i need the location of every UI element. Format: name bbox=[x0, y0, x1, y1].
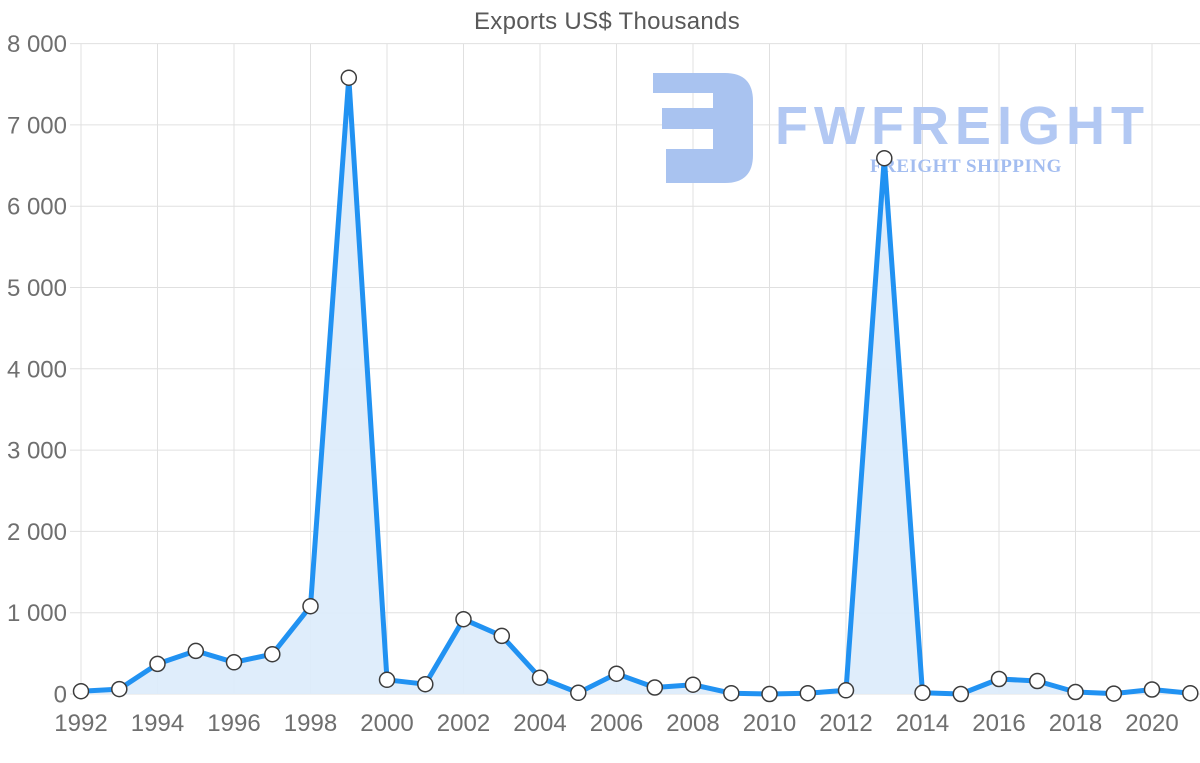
x-tick-label: 1994 bbox=[131, 710, 184, 737]
data-point-marker[interactable] bbox=[723, 684, 740, 702]
x-tick-label: 2020 bbox=[1125, 710, 1178, 737]
x-tick-label: 2004 bbox=[513, 710, 566, 737]
data-point-marker[interactable] bbox=[1029, 672, 1046, 690]
watermark-tagline: FREIGHT SHIPPING bbox=[870, 156, 1062, 177]
data-point-marker[interactable] bbox=[455, 610, 472, 628]
watermark-brand: FWFREIGHT bbox=[775, 96, 1150, 156]
data-point-marker[interactable] bbox=[264, 645, 281, 663]
data-point-marker[interactable] bbox=[149, 655, 166, 673]
x-axis-labels: 1992 1994 1996 1998 2000 2002 2004 2006 2008 2010… bbox=[54, 710, 1178, 737]
y-tick-label: 5 000 bbox=[7, 275, 67, 302]
x-tick-label: 2008 bbox=[666, 710, 719, 737]
data-point-marker[interactable] bbox=[187, 642, 205, 660]
data-point-marker[interactable] bbox=[1067, 683, 1084, 701]
data-point-marker[interactable] bbox=[990, 670, 1008, 688]
y-tick-label: 8 000 bbox=[7, 31, 67, 58]
data-point-marker[interactable] bbox=[799, 684, 817, 702]
x-tick-label: 2018 bbox=[1049, 710, 1102, 737]
data-point-marker[interactable] bbox=[570, 684, 587, 702]
data-point-marker[interactable] bbox=[340, 69, 358, 86]
data-point-marker[interactable] bbox=[378, 671, 396, 689]
data-point-marker[interactable] bbox=[1143, 681, 1161, 698]
data-point-marker[interactable] bbox=[225, 654, 243, 671]
grid-lines bbox=[70, 43, 1200, 695]
y-axis-labels: 0 1 000 2 000 3 000 4 000 5 000 6 000 7 000 8 00… bbox=[7, 31, 67, 708]
data-point-marker[interactable] bbox=[1105, 685, 1123, 702]
data-point-marker[interactable] bbox=[531, 669, 549, 686]
x-tick-label: 1992 bbox=[54, 710, 107, 737]
data-point-marker[interactable] bbox=[608, 665, 625, 682]
data-point-marker[interactable] bbox=[876, 149, 893, 167]
data-point-marker[interactable] bbox=[684, 676, 702, 693]
watermark: FWFREIGHT FREIGHT SHIPPING bbox=[653, 73, 1150, 183]
data-point-marker[interactable] bbox=[761, 685, 778, 703]
data-point-marker[interactable] bbox=[1182, 684, 1199, 702]
y-tick-label: 3 000 bbox=[7, 438, 67, 465]
x-tick-label: 2012 bbox=[819, 710, 872, 737]
y-tick-label: 4 000 bbox=[7, 356, 67, 383]
y-tick-label: 1 000 bbox=[7, 600, 67, 627]
x-tick-label: 2016 bbox=[972, 710, 1025, 737]
x-tick-label: 2002 bbox=[437, 710, 490, 737]
y-tick-label: 0 bbox=[54, 682, 67, 709]
x-tick-label: 2010 bbox=[743, 710, 796, 737]
data-point-marker[interactable] bbox=[837, 682, 855, 699]
fwfreight-logo-icon bbox=[653, 73, 753, 183]
data-point-marker[interactable] bbox=[417, 675, 434, 693]
data-point-marker[interactable] bbox=[72, 682, 90, 700]
y-tick-label: 7 000 bbox=[7, 112, 67, 139]
x-tick-label: 2006 bbox=[590, 710, 643, 737]
x-tick-label: 1996 bbox=[207, 710, 260, 737]
x-tick-label: 2014 bbox=[896, 710, 949, 737]
y-tick-label: 6 000 bbox=[7, 194, 67, 221]
y-tick-label: 2 000 bbox=[7, 519, 67, 546]
exports-series bbox=[72, 69, 1199, 703]
data-point-marker[interactable] bbox=[952, 685, 970, 703]
data-point-marker[interactable] bbox=[646, 679, 664, 696]
x-tick-label: 2000 bbox=[360, 710, 413, 737]
data-point-marker[interactable] bbox=[914, 684, 931, 702]
data-point-marker[interactable] bbox=[493, 627, 511, 645]
data-point-marker[interactable] bbox=[302, 597, 319, 615]
x-tick-label: 1998 bbox=[284, 710, 337, 737]
chart-title: Exports US$ Thousands bbox=[474, 8, 740, 35]
data-point-marker[interactable] bbox=[111, 680, 128, 698]
